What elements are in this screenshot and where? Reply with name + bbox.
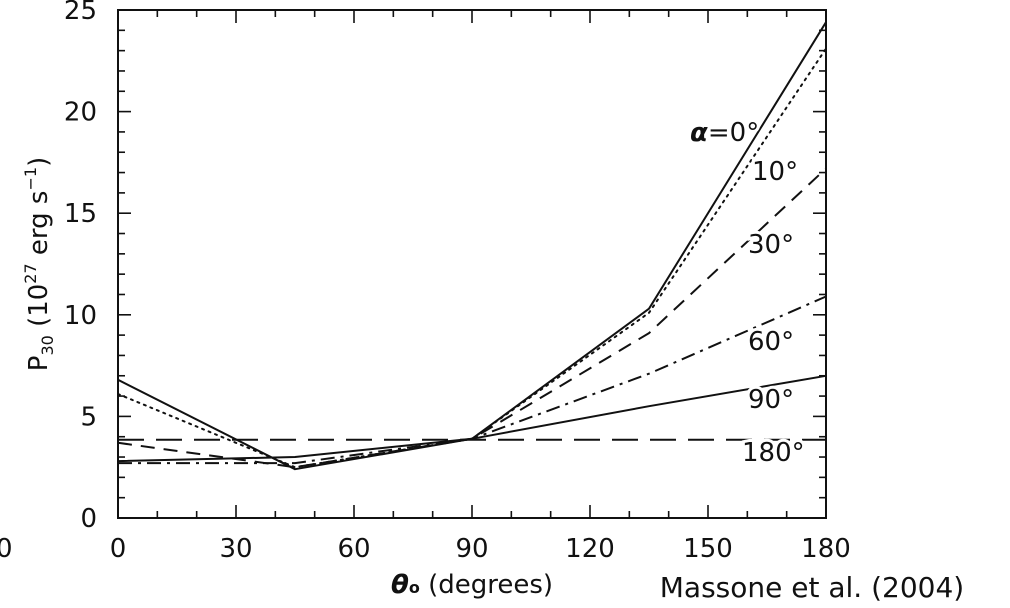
y-axis-sub: 30 xyxy=(38,335,57,355)
y-axis-label: P30 (1027 erg s−1) xyxy=(21,157,57,371)
y-axis-unit-b: erg s xyxy=(24,191,54,264)
x-tick-label: 150 xyxy=(683,534,733,564)
y-tick-label: 10 xyxy=(64,301,97,331)
y-tick-label: 25 xyxy=(64,0,97,26)
series-label-3: 30° xyxy=(748,230,794,260)
x-tick-label: 180 xyxy=(801,534,851,564)
x-tick-label: 0 xyxy=(110,534,127,564)
y-axis-unit-c: ) xyxy=(24,157,54,167)
x-tick-label: 60 xyxy=(337,534,370,564)
y-axis-main: P xyxy=(24,356,54,372)
y-axis-unit-sup1: 27 xyxy=(21,263,40,283)
x-axis-unit: (degrees) xyxy=(420,570,553,600)
y-tick-label: 20 xyxy=(64,98,97,128)
x-tick-label: 120 xyxy=(565,534,615,564)
x-axis-label: θo (degrees) xyxy=(391,570,553,600)
series-layer xyxy=(117,21,827,471)
x-axis-symbol: θ xyxy=(391,570,409,600)
series-label-6: 180° xyxy=(742,438,805,468)
x-axis-symbol-sub: o xyxy=(409,578,420,597)
series-label-2: 10° xyxy=(752,157,798,187)
y-axis-unit-a: (10 xyxy=(24,284,54,336)
citation-text: Massone et al. (2004) xyxy=(660,571,964,604)
y-tick-label: 5 xyxy=(80,402,97,432)
x-tick-label: 90 xyxy=(455,534,488,564)
y-tick-label: 15 xyxy=(64,199,97,229)
y-axis-unit-sup2: −1 xyxy=(21,167,40,191)
axis-ticks: 0 30 60 90 120 150 180 0 5 10 15 20 25 xyxy=(64,0,851,564)
plot-area xyxy=(117,9,827,519)
labels-layer: α=0° 10° 30° 60° 90° 180° xyxy=(687,115,808,471)
series-label-4: 60° xyxy=(748,327,794,357)
series-label-1: α=0° xyxy=(690,118,759,148)
series-label-5: 90° xyxy=(748,385,794,415)
stray-zero-label: 0 xyxy=(0,534,13,564)
y-tick-label: 0 xyxy=(80,504,97,534)
x-tick-label: 30 xyxy=(219,534,252,564)
